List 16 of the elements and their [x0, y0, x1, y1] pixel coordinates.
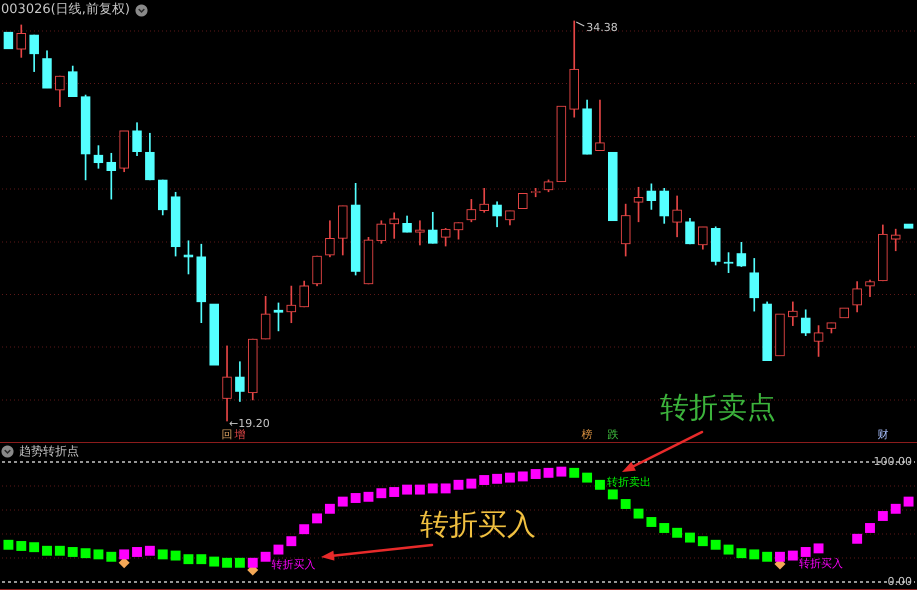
- annotation: ←19.20: [229, 416, 270, 430]
- text: 回: [222, 428, 233, 441]
- annotation: 34.38: [586, 20, 618, 34]
- text: 榜: [582, 428, 593, 441]
- text: 财: [877, 428, 888, 441]
- annotation: 转折买入: [420, 507, 536, 541]
- y-tick-label: 100.00: [874, 454, 912, 468]
- annotation: 转折卖点: [660, 390, 776, 424]
- chart-title: 趋势转折点: [19, 444, 79, 458]
- data-label: 转折买入: [272, 558, 316, 572]
- chart-title: 003026(日线,前复权): [1, 2, 130, 18]
- text: 跌: [607, 428, 618, 441]
- text: 增: [233, 428, 246, 441]
- data-label: 转折卖出: [606, 476, 651, 489]
- data-label: 转折买入: [798, 556, 843, 570]
- y-tick-label: 0.00: [888, 574, 912, 588]
